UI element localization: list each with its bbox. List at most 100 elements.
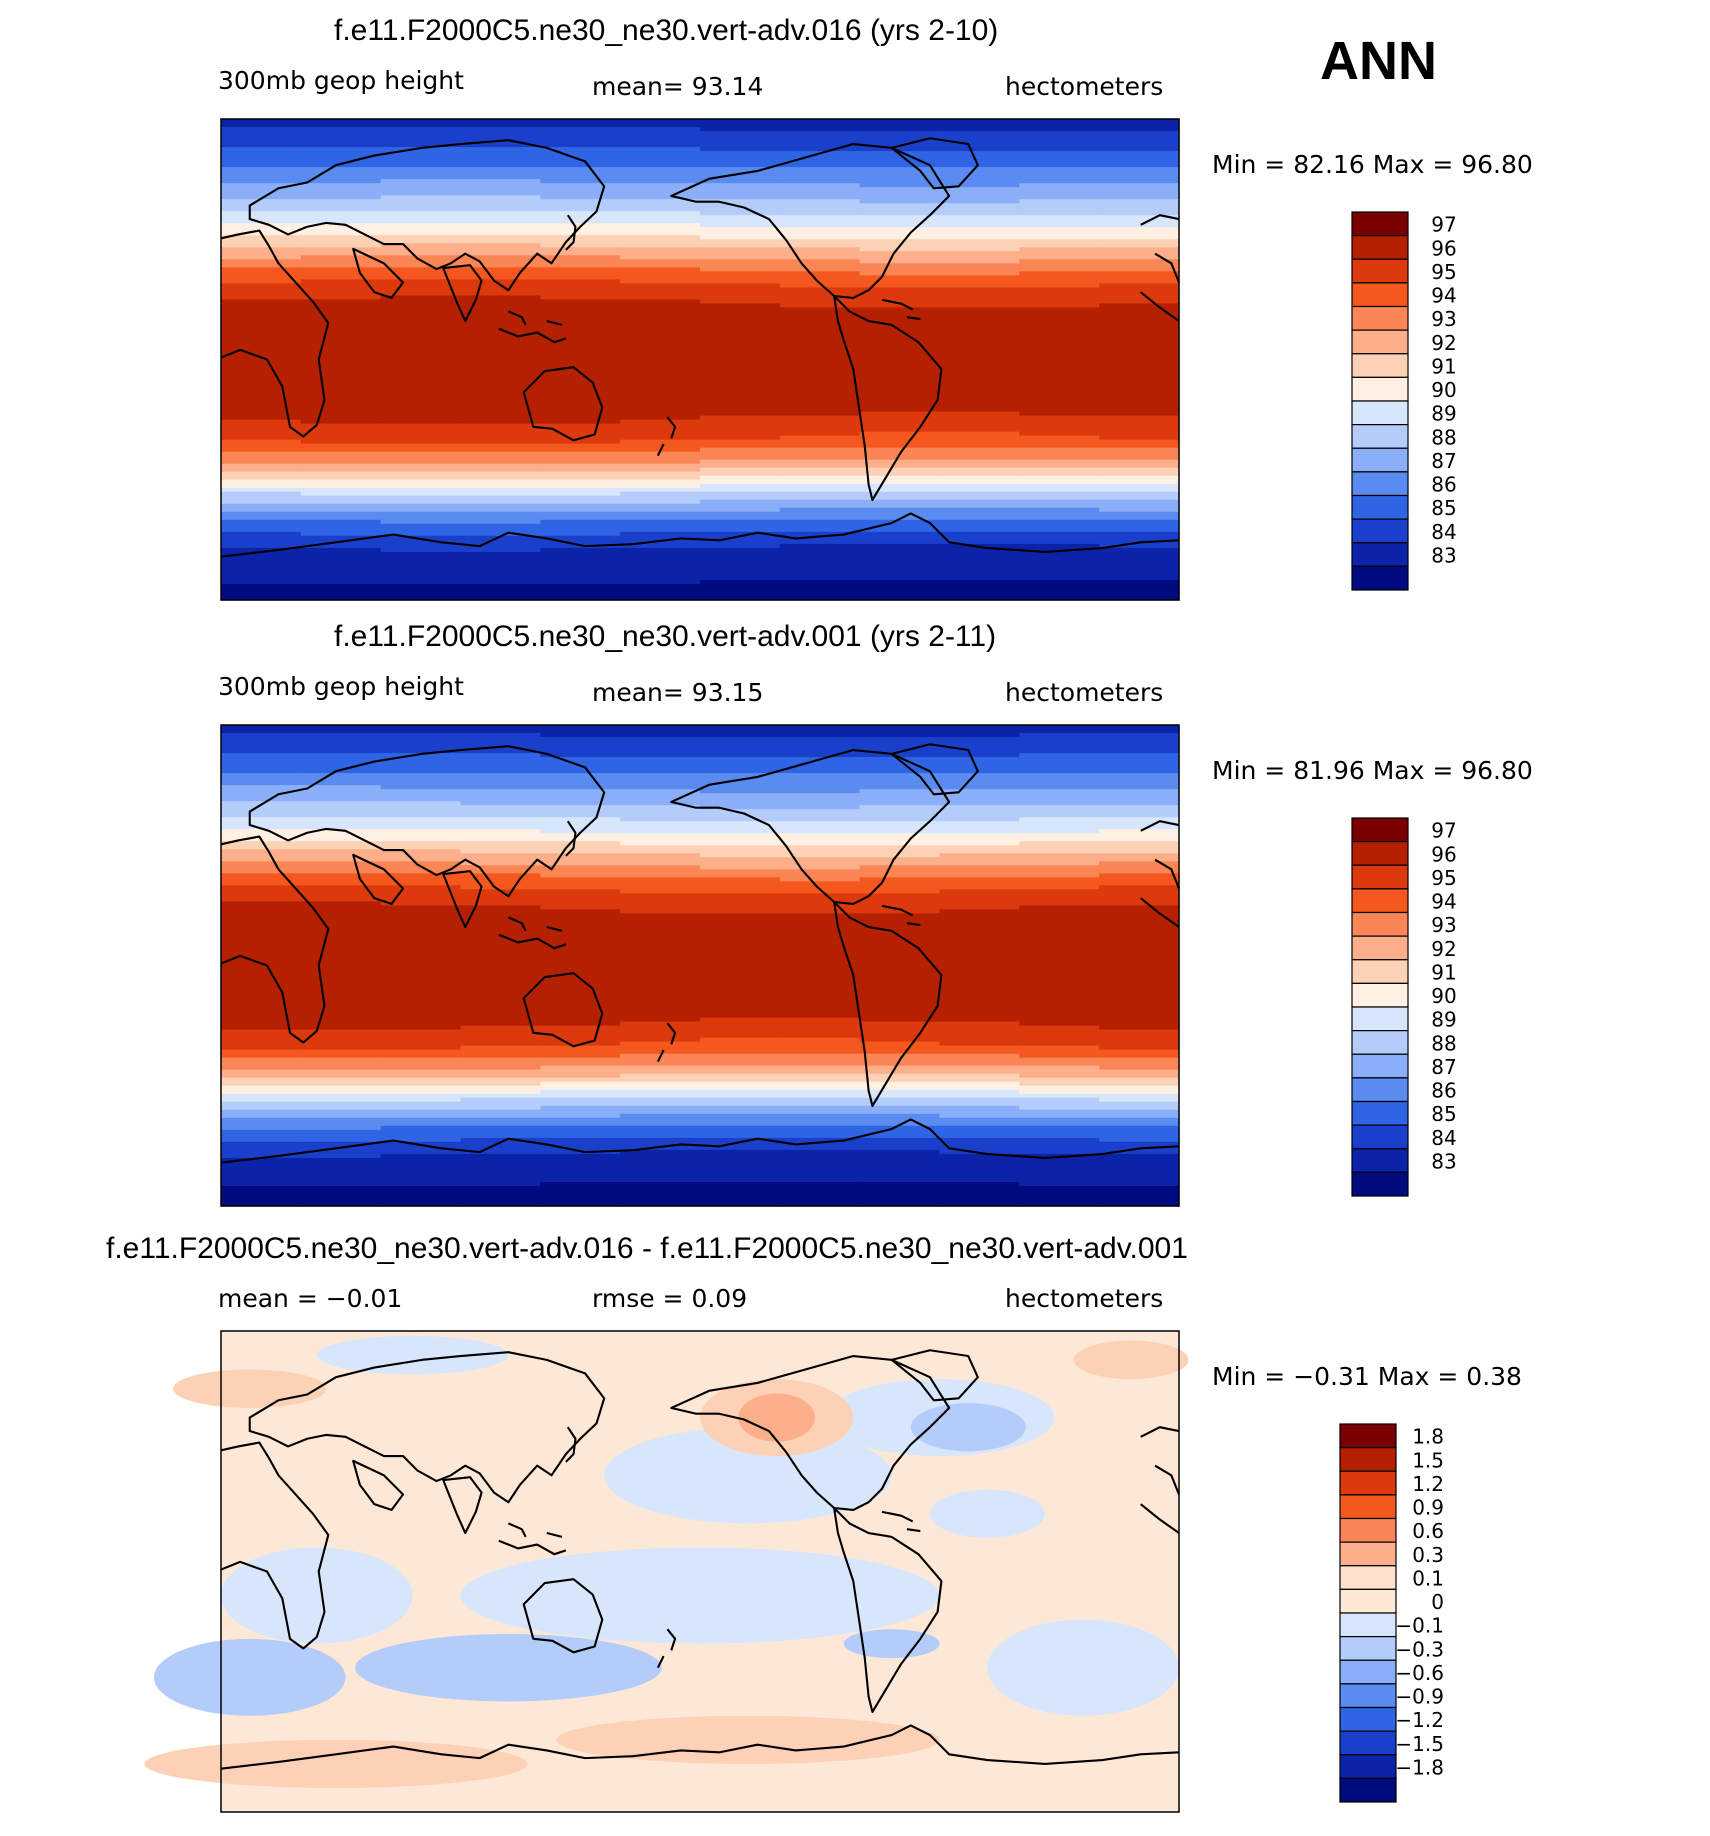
contour-cell xyxy=(939,1021,1020,1027)
contour-cell xyxy=(1099,809,1180,814)
contour-cell xyxy=(1019,1045,1100,1051)
contour-cell xyxy=(939,1073,1020,1079)
contour-cell xyxy=(859,877,941,882)
contour-cell xyxy=(620,147,701,152)
colorbar-swatch xyxy=(1351,959,1409,984)
contour-cell xyxy=(540,399,621,405)
contour-cell xyxy=(779,239,861,244)
contour-cell xyxy=(1019,503,1100,509)
contour-cell xyxy=(460,1153,541,1159)
contour-cell xyxy=(700,957,781,963)
contour-cell xyxy=(939,817,1020,822)
contour-cell xyxy=(939,773,1020,778)
contour-cell xyxy=(859,821,941,826)
contour-cell xyxy=(700,1081,781,1087)
contour-cell xyxy=(779,805,861,810)
contour-cell xyxy=(540,1025,621,1031)
contour-cell xyxy=(859,547,941,553)
contour-cell xyxy=(1019,1125,1100,1131)
contour-cell xyxy=(300,139,382,144)
contour-cell xyxy=(460,1173,541,1179)
contour-cell xyxy=(779,945,861,951)
contour-cell xyxy=(540,343,621,349)
contour-cell xyxy=(620,415,701,421)
contour-cell xyxy=(540,491,621,497)
contour-cell xyxy=(1019,207,1100,212)
contour-cell xyxy=(300,555,382,561)
contour-cell xyxy=(700,287,781,292)
contour-cell xyxy=(540,777,621,782)
contour-cell xyxy=(939,993,1020,999)
contour-cell xyxy=(300,155,382,160)
contour-cell xyxy=(859,1161,941,1167)
contour-cell xyxy=(380,1189,462,1195)
contour-cell xyxy=(779,893,861,898)
contour-cell xyxy=(859,387,941,393)
contour-cell xyxy=(540,1169,621,1175)
contour-cell xyxy=(939,1085,1020,1091)
contour-cell xyxy=(1019,1013,1100,1019)
contour-cell xyxy=(300,773,382,778)
contour-cell xyxy=(1019,135,1100,140)
contour-cell xyxy=(1099,331,1180,337)
contour-cell xyxy=(460,1105,541,1111)
contour-cell xyxy=(859,275,941,280)
contour-cell xyxy=(380,499,462,505)
colorbar-swatch xyxy=(1351,911,1409,937)
contour-cell xyxy=(1019,901,1100,906)
contour-cell xyxy=(859,1089,941,1095)
contour-cell xyxy=(859,371,941,377)
contour-cell xyxy=(300,1045,382,1051)
contour-cell xyxy=(779,761,861,766)
contour-cell xyxy=(620,853,701,858)
contour-cell xyxy=(300,339,382,345)
contour-cell xyxy=(939,451,1020,457)
contour-cell xyxy=(779,873,861,878)
colorbar-swatch xyxy=(1351,864,1409,890)
contour-cell xyxy=(1099,415,1180,421)
contour-cell xyxy=(859,299,941,304)
contour-cell xyxy=(1099,769,1180,774)
contour-cell xyxy=(300,1101,382,1107)
contour-cell xyxy=(859,737,941,742)
contour-cell xyxy=(1099,347,1180,353)
contour-cell xyxy=(859,507,941,513)
contour-cell xyxy=(700,255,781,260)
contour-cell xyxy=(779,403,861,409)
contour-cell xyxy=(460,1197,541,1203)
contour-cell xyxy=(700,1069,781,1075)
contour-cell xyxy=(620,295,701,300)
contour-cell xyxy=(1099,431,1180,437)
contour-cell xyxy=(700,323,781,329)
contour-cell xyxy=(221,167,302,172)
contour-cell xyxy=(540,1117,621,1123)
contour-cell xyxy=(300,355,382,361)
contour-cell xyxy=(221,989,302,995)
contour-cell xyxy=(540,267,621,272)
contour-cell xyxy=(939,399,1020,405)
contour-cell xyxy=(380,1157,462,1163)
contour-cell xyxy=(939,1041,1020,1047)
colorbar-swatch xyxy=(1351,542,1409,567)
contour-cell xyxy=(380,1057,462,1063)
contour-cell xyxy=(380,303,462,308)
contour-cell xyxy=(700,925,781,931)
contour-cell xyxy=(1019,957,1100,963)
contour-cell xyxy=(779,889,861,894)
contour-cell xyxy=(300,187,382,192)
contour-cell xyxy=(1019,913,1100,918)
contour-cell xyxy=(1019,1005,1100,1011)
contour-cell xyxy=(700,419,781,425)
contour-cell xyxy=(859,523,941,529)
contour-cell xyxy=(700,1005,781,1011)
contour-cell xyxy=(221,1109,302,1115)
contour-cell xyxy=(540,897,621,902)
contour-cell xyxy=(620,1077,701,1083)
contour-cell xyxy=(221,1133,302,1139)
contour-cell xyxy=(700,973,781,979)
contour-cell xyxy=(380,479,462,485)
contour-cell xyxy=(779,451,861,457)
contour-cell xyxy=(221,191,302,196)
contour-cell xyxy=(1099,483,1180,489)
contour-cell xyxy=(620,1157,701,1163)
